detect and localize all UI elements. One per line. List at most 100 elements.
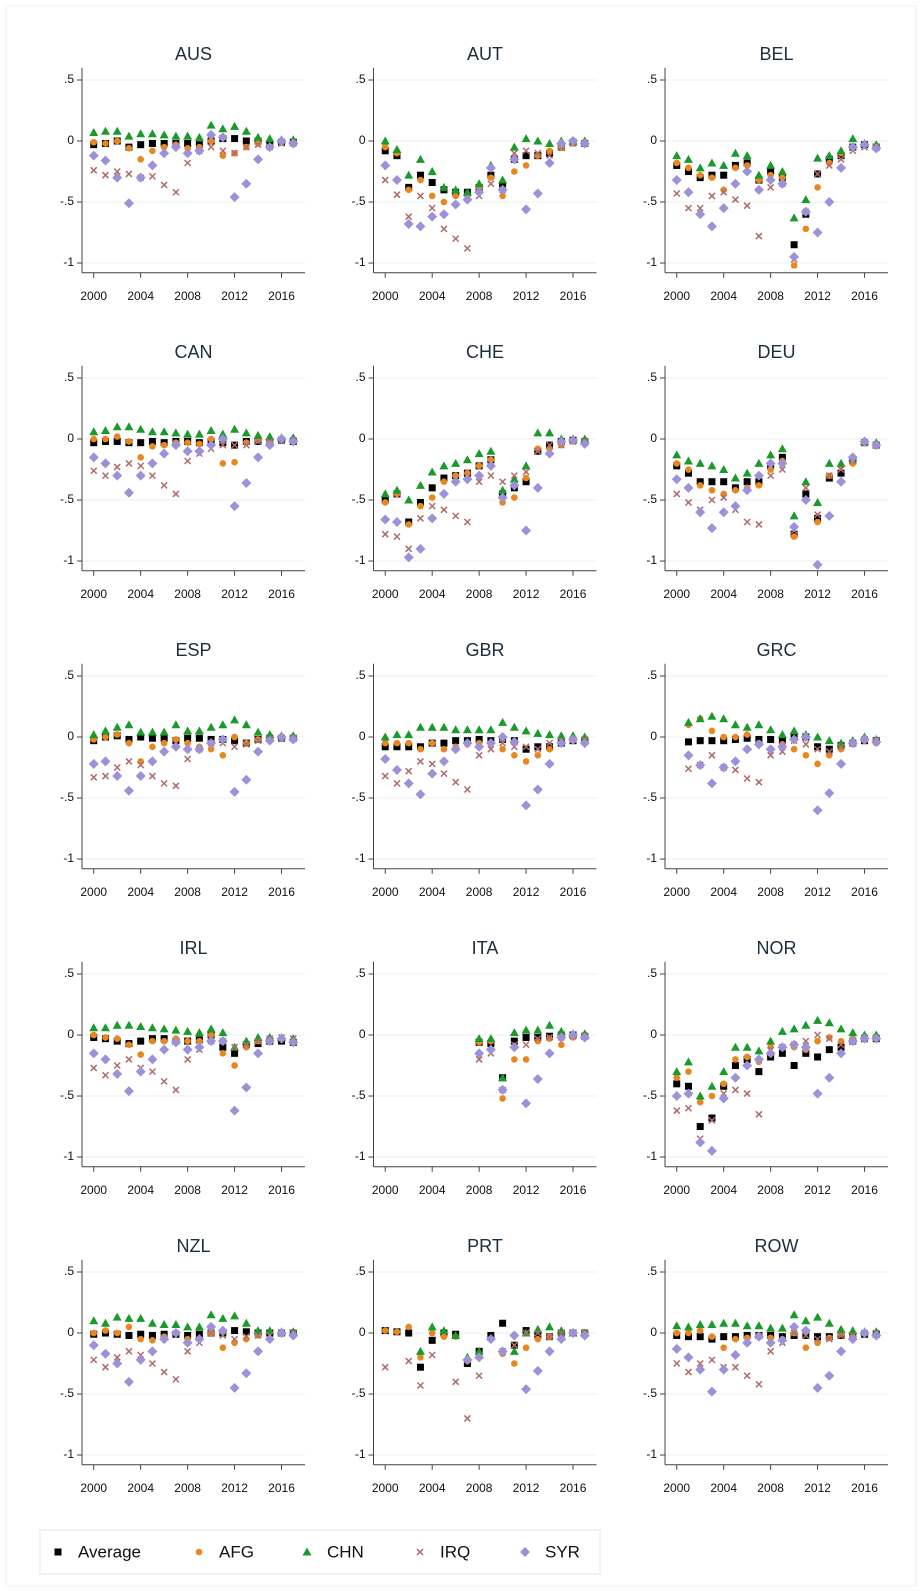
data-point	[534, 743, 542, 751]
data-point	[695, 1091, 705, 1100]
data-point	[708, 1092, 716, 1100]
data-point	[112, 722, 122, 731]
y-tick-label: -.5	[643, 1386, 657, 1400]
data-point	[707, 1319, 717, 1328]
data-point	[871, 143, 882, 154]
data-point	[276, 1328, 287, 1339]
data-point	[743, 1053, 751, 1061]
data-point	[486, 725, 496, 734]
data-point	[231, 135, 239, 143]
data-point	[579, 1032, 590, 1043]
data-point	[462, 455, 472, 464]
data-point	[497, 1084, 508, 1095]
data-point	[777, 1335, 788, 1346]
panel-title: GBR	[465, 640, 504, 660]
y-tick-label: .5	[647, 1264, 657, 1278]
data-point	[125, 1331, 133, 1339]
data-point	[464, 469, 471, 477]
y-tick-label: 0	[359, 729, 366, 743]
data-point	[532, 188, 543, 199]
data-point	[253, 727, 263, 736]
data-point	[534, 745, 542, 753]
data-point	[125, 1041, 133, 1049]
data-point	[719, 1318, 729, 1327]
data-point	[100, 1023, 110, 1032]
data-point	[742, 151, 752, 160]
data-point	[253, 1048, 264, 1059]
data-point	[730, 473, 740, 482]
data-point	[380, 514, 391, 525]
data-point	[451, 1330, 461, 1339]
panel-title: CHE	[466, 342, 504, 362]
legend-label: AFG	[219, 1542, 254, 1561]
x-tick-label: 2012	[221, 885, 248, 899]
data-point	[100, 1054, 111, 1065]
x-tick-label: 2012	[513, 587, 540, 601]
data-point	[533, 136, 543, 145]
data-point	[124, 1020, 134, 1029]
data-point	[475, 1055, 483, 1063]
data-point	[485, 1044, 496, 1055]
data-point	[836, 1048, 847, 1059]
data-point	[241, 1082, 252, 1093]
data-point	[194, 726, 204, 735]
data-point	[428, 204, 436, 212]
data-point	[825, 1035, 833, 1043]
data-point	[509, 142, 519, 151]
data-point	[182, 1337, 193, 1348]
data-point	[391, 516, 402, 527]
data-point	[474, 741, 485, 752]
x-tick-label: 2004	[710, 587, 737, 601]
legend-marker	[520, 1547, 530, 1557]
data-point	[848, 1326, 858, 1335]
data-point	[230, 424, 240, 433]
data-point	[101, 1363, 110, 1371]
data-point	[814, 1335, 822, 1343]
data-point	[196, 440, 203, 448]
panel-title: PRT	[467, 1236, 503, 1256]
data-point	[777, 1026, 787, 1035]
data-point	[462, 738, 473, 749]
data-point	[765, 1337, 776, 1348]
data-point	[125, 1323, 133, 1331]
x-tick-label: 2000	[80, 1481, 107, 1495]
data-point	[766, 160, 776, 169]
data-point	[229, 1382, 240, 1393]
data-point	[206, 738, 217, 749]
data-point	[695, 760, 706, 771]
data-point	[684, 204, 693, 212]
data-point	[837, 155, 845, 163]
data-point	[253, 154, 264, 165]
y-tick-label: .5	[647, 966, 657, 980]
data-point	[579, 438, 590, 449]
data-point	[521, 1384, 532, 1395]
data-point	[742, 1321, 752, 1330]
data-point	[170, 1037, 181, 1048]
data-point	[451, 458, 461, 467]
data-point	[568, 1030, 579, 1041]
data-point	[183, 1322, 193, 1331]
data-point	[391, 175, 402, 186]
x-tick-label: 2016	[268, 587, 295, 601]
data-point	[113, 1035, 121, 1042]
data-point	[742, 744, 753, 755]
data-point	[229, 192, 240, 203]
data-point	[160, 739, 168, 747]
y-tick-label: -1	[646, 851, 657, 865]
data-point	[766, 1036, 776, 1045]
data-point	[766, 725, 776, 734]
data-point	[159, 427, 169, 436]
y-tick-label: 0	[67, 1027, 74, 1041]
data-point	[509, 480, 520, 491]
data-point	[824, 788, 835, 799]
panel-title: DEU	[757, 342, 795, 362]
data-point	[824, 197, 835, 208]
data-point	[812, 1382, 823, 1393]
data-point	[137, 1330, 145, 1338]
data-point	[671, 474, 682, 485]
data-point	[825, 745, 833, 753]
data-point	[194, 1028, 204, 1037]
data-point	[242, 1041, 250, 1049]
data-point	[136, 727, 146, 736]
y-tick-label: -.5	[643, 194, 657, 208]
